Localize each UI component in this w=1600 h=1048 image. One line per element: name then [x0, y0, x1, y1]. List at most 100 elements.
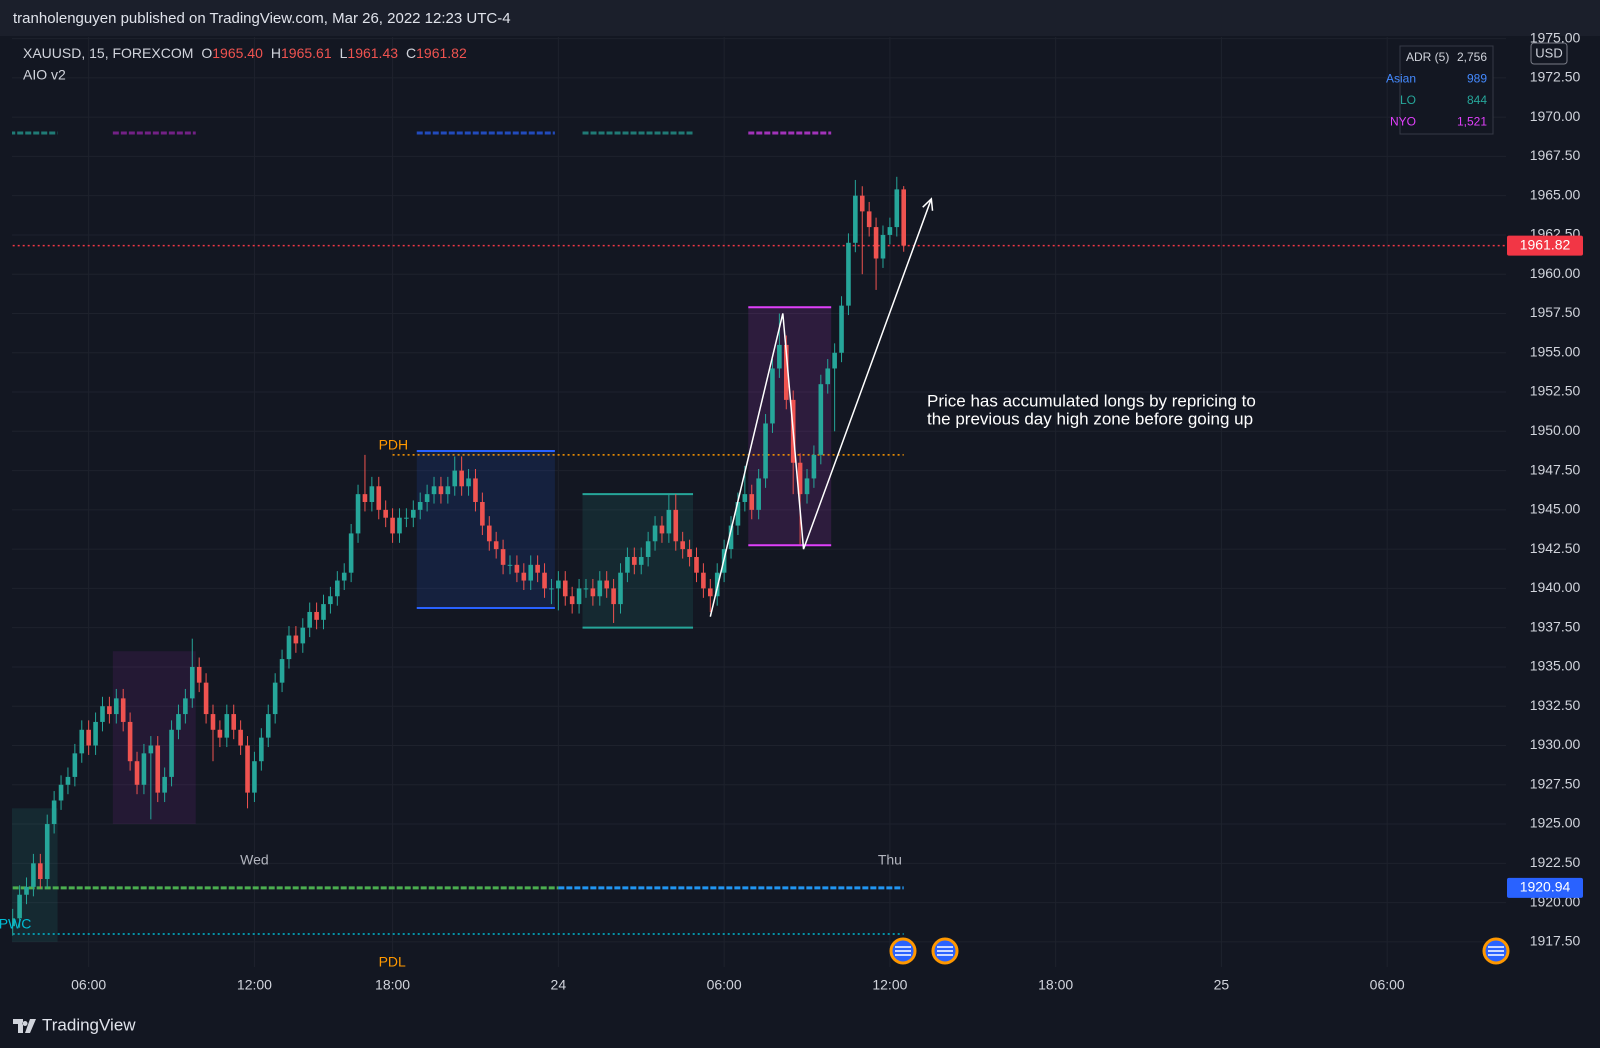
- price-tag-label: 1961.82: [1520, 236, 1571, 252]
- y-tick-label: 1947.50: [1530, 461, 1581, 477]
- ohlc-value: 1965.61: [281, 45, 332, 61]
- candle-body: [113, 698, 119, 715]
- y-tick-label: 1942.50: [1530, 540, 1581, 556]
- symbol: XAUUSD, 15, FOREXCOM: [23, 45, 193, 61]
- candle-body: [880, 234, 886, 259]
- level-label: PDH: [379, 437, 409, 453]
- candle-body: [839, 305, 844, 353]
- candle-body: [473, 478, 478, 502]
- candle-body: [293, 635, 299, 644]
- arrow-head: [922, 197, 934, 211]
- candle-body: [86, 729, 91, 746]
- candle-body: [12, 918, 15, 927]
- candle-body: [341, 572, 347, 581]
- candle-body: [259, 737, 264, 762]
- candle-body: [58, 784, 64, 801]
- y-tick-label: 1972.50: [1530, 69, 1581, 85]
- candle-body: [286, 635, 292, 660]
- candle-body: [811, 454, 817, 479]
- candle-body: [597, 580, 603, 597]
- candle-body: [376, 486, 382, 510]
- candle-body: [245, 745, 250, 793]
- candle-body: [894, 189, 900, 228]
- ohlc-key: H: [271, 45, 281, 61]
- candle-body: [196, 666, 202, 683]
- candle-body: [203, 682, 209, 715]
- candle-body: [404, 517, 409, 519]
- candle-body: [466, 478, 471, 487]
- y-tick-label: 1922.50: [1530, 854, 1581, 870]
- currency: USD: [1535, 45, 1562, 60]
- y-tick-label: 1955.00: [1530, 343, 1581, 359]
- event-icons: [889, 937, 1510, 965]
- candle-body: [618, 572, 623, 605]
- candle-body: [714, 572, 720, 597]
- x-tick-label: 24: [551, 977, 567, 993]
- adr-label: NYO: [1390, 115, 1416, 129]
- candle-body: [742, 494, 748, 502]
- x-tick-label: 18:00: [1038, 977, 1073, 993]
- candle-body: [528, 564, 534, 581]
- currency-box: [1530, 42, 1568, 65]
- candle-body: [141, 753, 147, 785]
- adr-value: 844: [1467, 93, 1487, 107]
- candle-body: [93, 721, 98, 746]
- brand: TradingView: [42, 1015, 136, 1034]
- x-tick-label: 18:00: [375, 977, 410, 993]
- x-tick-label: 06:00: [1370, 977, 1405, 993]
- y-tick-label: 1937.50: [1530, 618, 1581, 634]
- candle-body: [383, 509, 388, 518]
- candle-body: [134, 761, 140, 785]
- candle-body: [756, 478, 761, 510]
- ohlc-value: 1961.43: [347, 45, 398, 61]
- adr-value: 2,756: [1457, 50, 1487, 64]
- price-tag: [1507, 877, 1583, 898]
- price-tag: [1507, 235, 1583, 256]
- candle-body: [162, 776, 167, 793]
- candle-body: [24, 886, 29, 895]
- candle-body: [148, 745, 154, 754]
- candle-body: [632, 556, 637, 565]
- candle-body: [176, 714, 181, 730]
- annotation: Price has accumulated longs by repricing…: [927, 391, 1256, 410]
- candle-body: [604, 580, 609, 589]
- brand-logo: [13, 1019, 36, 1033]
- candle-body: [645, 541, 651, 557]
- candle-body: [231, 714, 237, 730]
- candle-body: [846, 242, 851, 306]
- candle-body: [666, 509, 672, 534]
- ohlc-key: C: [406, 45, 416, 61]
- y-tick-label: 1960.00: [1530, 265, 1581, 281]
- candle-body: [486, 525, 492, 542]
- candle-body: [728, 525, 734, 550]
- x-tick-label: 06:00: [71, 977, 106, 993]
- candle-body: [514, 564, 520, 573]
- candle-body: [797, 462, 803, 495]
- candle-body: [44, 824, 50, 880]
- candle-body: [853, 195, 858, 243]
- candle-body: [832, 352, 837, 369]
- day-label: Wed: [240, 852, 269, 868]
- candle-body: [687, 549, 692, 557]
- session-zone: [748, 307, 832, 546]
- candle-body: [369, 486, 375, 502]
- candle-body: [17, 894, 22, 919]
- candle-body: [542, 572, 547, 589]
- session-zone: [112, 651, 196, 825]
- y-tick-label: 1935.00: [1530, 658, 1581, 674]
- candle-body: [107, 706, 112, 715]
- ohlc-value: 1961.82: [416, 45, 467, 61]
- candle-body: [694, 556, 699, 573]
- candle-body: [321, 604, 326, 620]
- y-tick-label: 1927.50: [1530, 775, 1581, 791]
- trend-drawing: [709, 198, 933, 617]
- candle-body: [701, 572, 706, 589]
- day-label: Thu: [878, 852, 902, 868]
- candle-body: [735, 502, 741, 526]
- x-tick-label: 12:00: [872, 977, 907, 993]
- candle-body: [183, 698, 188, 715]
- candle-body: [569, 596, 575, 605]
- candle-body: [777, 344, 782, 369]
- ohlc-value: 1965.40: [212, 45, 263, 61]
